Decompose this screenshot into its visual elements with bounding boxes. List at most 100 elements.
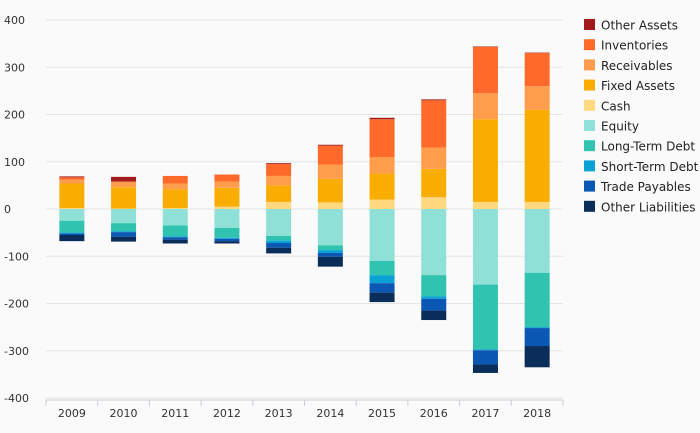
bar-segment — [369, 199, 395, 209]
bar-segment — [266, 164, 292, 176]
bar-segment — [524, 109, 550, 202]
bar-segment — [59, 176, 85, 178]
bar-segment — [214, 241, 240, 244]
bar-segment — [162, 208, 188, 209]
bar-segment — [162, 237, 188, 240]
bar-segment — [421, 147, 447, 169]
bar-segment — [59, 220, 85, 233]
bar-segment — [369, 292, 395, 303]
bar-segment — [472, 201, 498, 209]
bar-segment — [317, 202, 343, 209]
bar-segment — [472, 46, 498, 94]
bars — [59, 46, 550, 373]
bar-segment — [59, 179, 85, 184]
x-tick-label: 2018 — [523, 407, 551, 420]
x-tick-label: 2017 — [471, 407, 499, 420]
bar-segment — [369, 119, 395, 158]
legend-swatch — [584, 99, 595, 111]
legend-label: Receivables — [601, 59, 673, 73]
bar-segment — [111, 236, 137, 242]
x-tick-label: 2009 — [58, 407, 86, 420]
y-tick-label: -400 — [4, 392, 29, 405]
bar-segment — [266, 201, 292, 209]
bar-segment — [317, 245, 343, 251]
bar-segment — [59, 209, 85, 221]
bar-segment — [369, 283, 395, 293]
y-tick-label: 0 — [4, 203, 11, 216]
x-axis: 2009 2010 2011 2012 2013 2014 2015 2016 2017 2018 — [45, 399, 564, 420]
bar-segment — [317, 252, 343, 257]
bar-segment — [421, 209, 447, 276]
y-tick-label: 400 — [4, 14, 25, 27]
bar-segment — [59, 232, 85, 234]
bar-segment — [421, 310, 447, 321]
bar-segment — [369, 275, 395, 284]
bar-segment — [214, 174, 240, 182]
bar-segment — [369, 173, 395, 200]
legend-swatch — [584, 39, 595, 51]
bar-segment — [472, 93, 498, 120]
bar-segment — [421, 275, 447, 297]
bar-segment — [421, 296, 447, 299]
bar-segment — [369, 260, 395, 276]
legend-label: Other Liabilities — [601, 200, 696, 214]
bar-segment — [524, 346, 550, 368]
bar-segment — [472, 209, 498, 285]
bar-segment — [317, 250, 343, 253]
legend-label: Cash — [601, 99, 631, 113]
bar-segment — [266, 240, 292, 244]
bar-segment — [421, 100, 447, 148]
bar-segment — [214, 187, 240, 207]
bar-segment — [162, 183, 188, 190]
legend-swatch — [584, 160, 595, 172]
bar-segment — [266, 243, 292, 248]
legend-label: Other Assets — [601, 19, 678, 33]
bar-segment — [472, 350, 498, 365]
bar-segment — [524, 209, 550, 273]
bar-segment — [369, 209, 395, 261]
legend-label: Trade Payables — [600, 180, 691, 194]
legend-label: Inventories — [601, 39, 668, 53]
legend-swatch — [584, 180, 595, 192]
legend-label: Long-Term Debt — [601, 140, 695, 154]
y-tick-label: -200 — [4, 298, 29, 311]
bar-segment — [162, 209, 188, 226]
y-tick-label: 300 — [4, 61, 25, 74]
bar-segment — [317, 164, 343, 179]
bar-segment — [524, 328, 550, 347]
bar-segment — [162, 236, 188, 238]
bar-segment — [266, 175, 292, 186]
bar-segment — [266, 185, 292, 202]
x-tick-label: 2014 — [316, 407, 344, 420]
bar-segment — [472, 119, 498, 202]
bar-segment — [111, 176, 137, 182]
bar-segment — [524, 272, 550, 328]
bar-segment — [162, 239, 188, 244]
bar-segment — [59, 177, 85, 180]
bar-segment — [162, 189, 188, 209]
x-tick-label: 2011 — [161, 407, 189, 420]
bar-segment — [162, 225, 188, 237]
legend-label: Short-Term Debt — [601, 160, 699, 174]
bar-segment — [111, 209, 137, 224]
bar-segment — [472, 284, 498, 350]
legend-label: Equity — [601, 120, 639, 134]
bar-segment — [59, 208, 85, 209]
legend-swatch — [584, 79, 595, 91]
bar-segment — [421, 298, 447, 311]
x-tick-label: 2015 — [368, 407, 396, 420]
bar-segment — [317, 209, 343, 246]
bar-segment — [214, 209, 240, 228]
bar-segment — [317, 256, 343, 267]
bar-segment — [59, 233, 85, 235]
bar-segment — [317, 144, 343, 146]
bar-segment — [214, 227, 240, 238]
bar-segment — [111, 231, 137, 233]
bar-segment — [266, 163, 292, 165]
legend-swatch — [584, 59, 595, 71]
bar-segment — [214, 181, 240, 188]
legend-swatch — [584, 200, 595, 212]
bar-segment — [524, 53, 550, 87]
